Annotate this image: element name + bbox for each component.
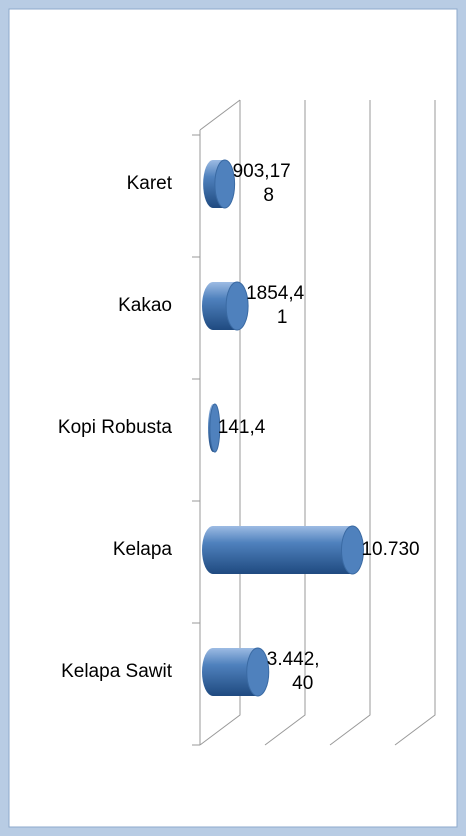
bar-end-cap — [246, 647, 270, 697]
value-label: 3.442, 40 — [267, 649, 320, 694]
value-label: 1854,4 1 — [246, 283, 305, 328]
value-label: 141,4 — [218, 417, 266, 438]
value-label: 10.730 — [361, 539, 419, 560]
bar — [202, 647, 270, 697]
value-label-line: 3.442, — [267, 649, 320, 670]
bar — [202, 281, 249, 331]
bar-end-cap — [214, 159, 236, 209]
bar-start-cap — [202, 526, 224, 574]
bar-end-cap — [209, 403, 221, 453]
bar-end-cap — [340, 525, 364, 575]
bar-body — [213, 526, 353, 574]
category-axis — [199, 99, 241, 745]
y-tick-label: Karet — [127, 173, 173, 194]
value-label-line: 141,4 — [218, 417, 266, 438]
value-label-line: 1 — [277, 307, 288, 328]
bar — [208, 403, 221, 453]
bar-end-cap — [225, 281, 249, 331]
y-tick-label: Kopi Robusta — [58, 417, 173, 438]
value-label-line: 40 — [292, 673, 313, 694]
grid-line — [264, 100, 306, 746]
bar-start-cap — [202, 648, 224, 696]
value-label-line: 8 — [263, 185, 274, 206]
bar — [202, 525, 364, 575]
grid-line — [394, 100, 436, 746]
value-label-line: 1854,4 — [246, 283, 305, 304]
y-tick-label: Kelapa — [113, 539, 173, 560]
value-label-line: 903,17 — [233, 161, 291, 182]
grid-line — [329, 100, 371, 746]
y-tick-label: Kelapa Sawit — [61, 661, 173, 682]
bar-start-cap — [202, 282, 224, 330]
bar — [203, 159, 236, 209]
y-tick-label: Kakao — [118, 295, 172, 316]
value-label-line: 10.730 — [361, 539, 419, 560]
value-label: 903,17 8 — [233, 161, 291, 206]
